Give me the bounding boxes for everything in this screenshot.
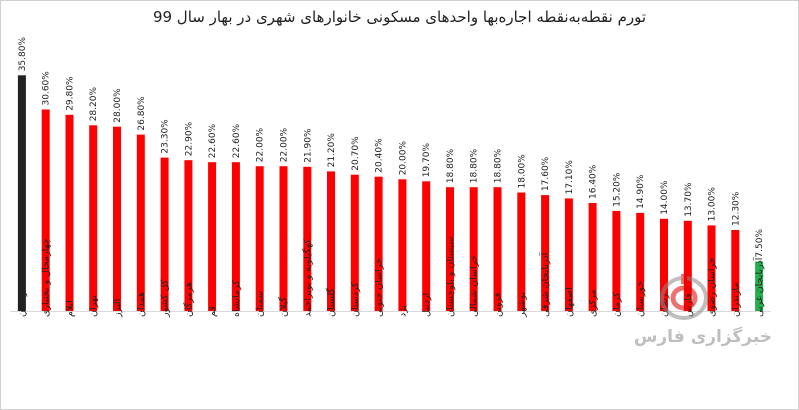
bar: [493, 187, 502, 311]
data-label: 21.20%: [327, 133, 337, 168]
category-label: فارس: [683, 293, 694, 317]
data-label: 28.00%: [113, 88, 123, 123]
data-label: 17.60%: [541, 156, 551, 191]
category-label: سمنان: [255, 291, 266, 317]
category-label: ایلام: [65, 300, 76, 317]
bar: [231, 162, 240, 311]
category-label: مازندران: [730, 283, 741, 317]
category-label: البرز: [112, 299, 123, 318]
bar: [422, 181, 431, 311]
category-label: آذربایجان شرقی: [538, 252, 551, 317]
category-label: گیلان: [278, 296, 290, 317]
bar: [17, 75, 26, 311]
data-label: 21.90%: [303, 128, 313, 163]
chart-title: تورم نقطه‌به‌نقطه اجاره‌بها واحدهای مسکو…: [152, 8, 647, 26]
bar: [755, 261, 764, 311]
data-label: 19.70%: [422, 143, 432, 178]
category-label: چهارمحال و بختیاری: [41, 238, 52, 317]
category-label: قم: [207, 306, 218, 317]
data-label: 18.00%: [517, 154, 527, 189]
bar: [41, 109, 50, 311]
data-label: 20.70%: [351, 136, 361, 171]
category-label: خوزستان: [635, 281, 646, 317]
data-label: 14.00%: [660, 180, 670, 215]
category-label: بوشهر: [516, 292, 527, 318]
category-label: خراسان جنوبی: [374, 258, 385, 317]
data-label: 22.60%: [232, 123, 242, 158]
data-label: 22.00%: [256, 127, 266, 162]
data-label: 22.90%: [184, 121, 194, 156]
data-label: 20.40%: [375, 138, 385, 173]
bar: [446, 187, 454, 311]
category-label: خراسان شمالی: [469, 255, 480, 317]
data-label: 17.10%: [565, 160, 575, 195]
data-label: 14.90%: [636, 174, 646, 209]
bar: [374, 176, 383, 311]
bar: [160, 157, 169, 311]
data-label: 18.80%: [494, 148, 504, 183]
bar: [184, 160, 193, 311]
category-label: هرمزگان: [182, 282, 194, 317]
data-label: 23.30%: [161, 119, 171, 154]
data-label: 20.00%: [398, 141, 408, 176]
category-label: کرمانشاه: [231, 280, 242, 317]
category-label: تهران: [88, 295, 99, 317]
category-label: لرستان: [17, 288, 28, 317]
data-label: 12.30%: [731, 191, 741, 226]
bar: [208, 162, 217, 311]
bar: [398, 179, 407, 311]
category-label: سیستان و بلوچستان: [445, 237, 456, 317]
bar: [731, 230, 740, 311]
bar: [303, 166, 312, 311]
data-label: 28.20%: [89, 87, 99, 122]
bar: [636, 212, 645, 311]
data-label: 18.80%: [470, 148, 480, 183]
data-label: 22.00%: [280, 127, 290, 162]
bar: [65, 114, 74, 311]
data-label: 30.60%: [42, 71, 52, 106]
bar: [327, 171, 335, 311]
bar: [660, 218, 668, 311]
data-label: 16.40%: [589, 164, 599, 199]
category-label: کهگیلویه و بویراحمد: [301, 239, 313, 317]
bar: [113, 126, 121, 311]
bar: [707, 225, 716, 311]
category-label: اصفهان: [564, 287, 575, 317]
data-label: 18.80%: [446, 148, 456, 183]
data-label: 7.50%: [755, 229, 765, 258]
data-label: 35.80%: [18, 37, 28, 72]
bar: [279, 166, 288, 311]
category-label: همدان: [136, 292, 147, 317]
data-label: 29.80%: [66, 76, 76, 111]
category-label: اردبیل: [421, 293, 432, 317]
category-label: آذربایجان غربی: [752, 257, 765, 317]
category-label: قزوین: [493, 293, 504, 317]
category-label: خراسان رضوی: [707, 257, 718, 317]
bar: [136, 134, 145, 311]
bar: [612, 210, 621, 311]
category-label: مرکزی: [588, 289, 599, 317]
data-label: 13.00%: [708, 187, 718, 222]
bar: [683, 220, 692, 311]
category-label: کردستان: [350, 282, 361, 317]
bar: [517, 192, 526, 311]
bar: [588, 203, 597, 311]
bar: [541, 195, 550, 311]
category-label: یزد: [397, 305, 408, 317]
category-label: کرمان: [611, 292, 622, 317]
category-label: زنجان: [659, 293, 670, 317]
category-label: کل کشور: [160, 279, 171, 318]
bar: [564, 198, 573, 311]
bar: [255, 166, 264, 311]
data-label: 13.70%: [684, 182, 694, 217]
data-label: 15.20%: [612, 172, 622, 207]
data-label: 22.60%: [208, 123, 218, 158]
bar: [350, 174, 359, 311]
bar: [89, 125, 98, 311]
data-label: 26.80%: [137, 96, 147, 131]
bar: [469, 187, 478, 311]
category-label: گلستان: [325, 288, 337, 317]
